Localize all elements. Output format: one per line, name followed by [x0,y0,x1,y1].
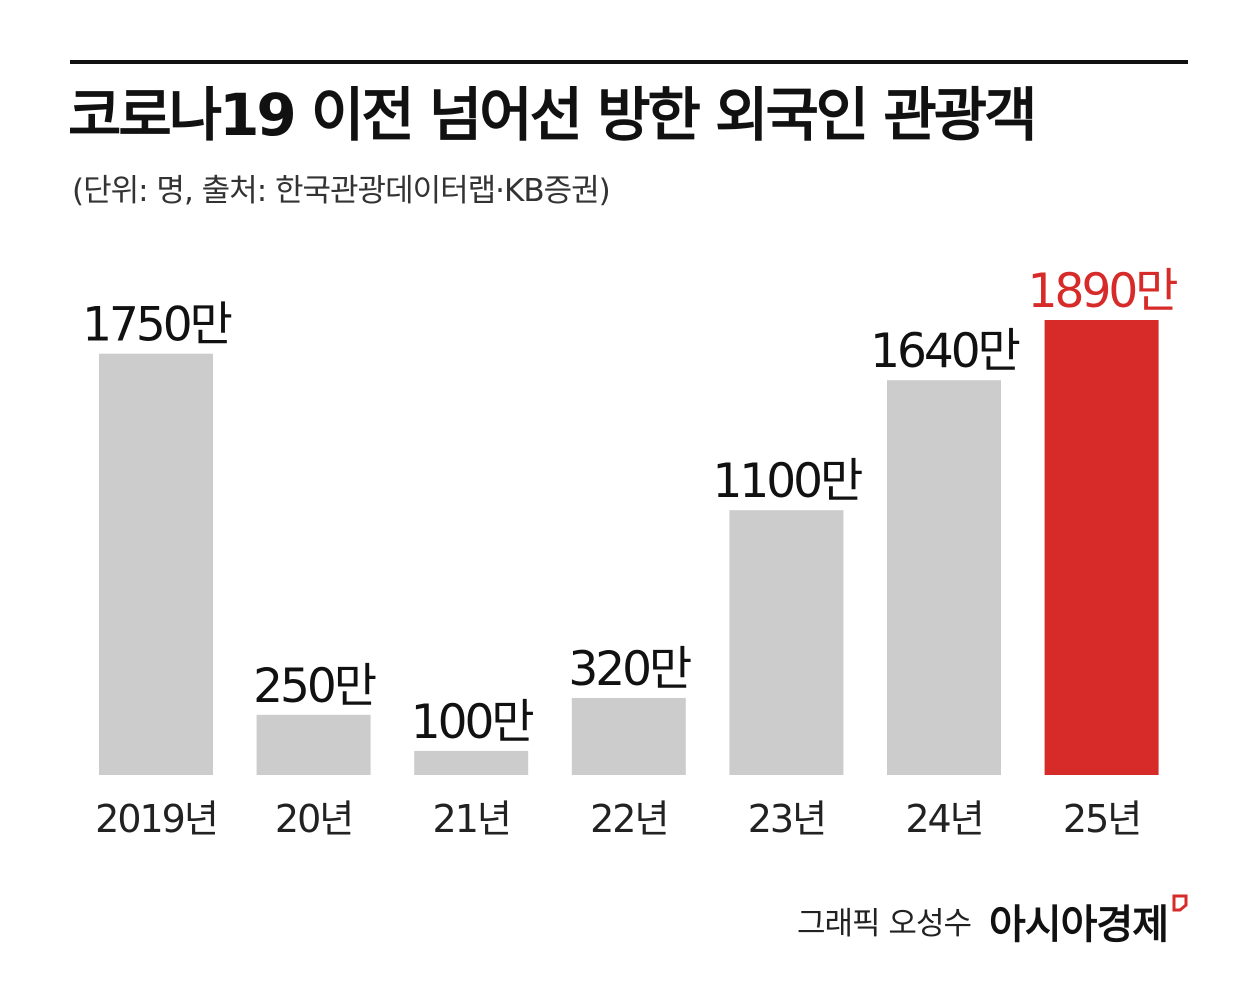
category-label-5: 24년 [905,797,982,841]
value-label-6: 1890만 [1028,264,1178,319]
category-label-4: 23년 [748,797,825,841]
value-label-5: 1640만 [870,324,1020,379]
value-label-1: 250만 [253,659,376,714]
graphic-credit: 그래픽 오성수 [797,906,972,942]
chart-title: 코로나19 이전 넘어선 방한 외국인 관광객 [68,81,1037,149]
bar-1 [256,714,371,775]
top-rule [70,60,1188,64]
footer: 그래픽 오성수 아시아경제 [797,892,1188,950]
value-label-4: 1100만 [712,454,862,509]
bar-2 [414,750,529,775]
logo-mark-icon [1172,894,1188,912]
category-label-2: 21년 [433,797,510,841]
bar-6 [1044,320,1159,775]
bar-3 [571,697,686,775]
bar-4 [729,510,844,775]
value-label-3: 320만 [568,642,691,697]
category-label-6: 25년 [1063,797,1140,841]
value-label-0: 1750만 [82,298,232,353]
publisher-logo: 아시아경제 [989,902,1169,948]
bar-0 [99,353,213,775]
chart-subtitle: (단위: 명, 출처: 한국관광데이터랩·KB증권) [72,173,611,209]
category-label-1: 20년 [275,797,352,841]
bar-5 [887,380,1001,775]
category-label-0: 2019년 [95,797,217,841]
value-label-2: 100만 [411,695,534,750]
category-label-3: 22년 [590,797,667,841]
